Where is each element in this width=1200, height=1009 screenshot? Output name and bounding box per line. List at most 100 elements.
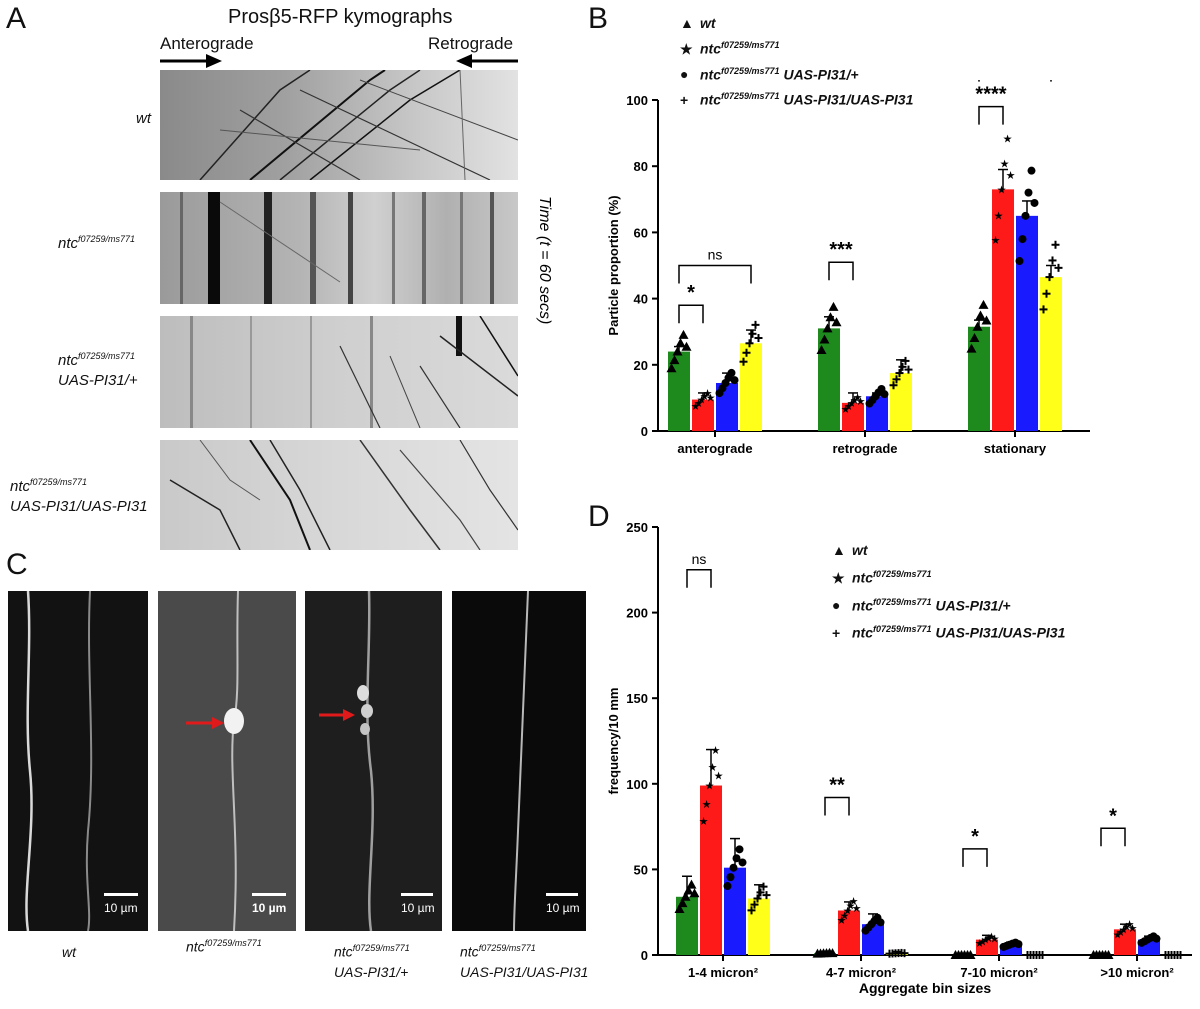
y-tick-label: 20 bbox=[634, 358, 648, 373]
circle-point bbox=[729, 863, 738, 872]
star-point: ★ bbox=[991, 235, 1001, 247]
legend-b: ▲ wt ★ ntcf07259/ms771 ● ntcf07259/ms771 UA… bbox=[680, 12, 913, 111]
circle-point bbox=[727, 368, 736, 377]
y-tick-label: 100 bbox=[626, 93, 648, 108]
star-point: ★ bbox=[708, 762, 718, 774]
significance-label: *** bbox=[829, 239, 853, 261]
legend-b-pi31-single-rest: UAS-PI31/+ bbox=[779, 66, 859, 83]
triangle-point bbox=[827, 948, 838, 958]
star-point: ★ bbox=[841, 404, 851, 416]
chart-particle-proportion: 0 20 40 60 80 100 Particle proportion (%) anter… bbox=[606, 80, 1090, 456]
bar bbox=[1000, 944, 1022, 955]
star-point: ★ bbox=[978, 936, 988, 948]
legend-b-ntc-sup: f07259/ms771 bbox=[721, 40, 780, 50]
x-tick-label: 1-4 micron² bbox=[688, 965, 759, 980]
scale-bar bbox=[104, 893, 138, 896]
x-tick-label: >10 micron² bbox=[1100, 965, 1174, 980]
star-point: ★ bbox=[1003, 134, 1013, 146]
caption-2-base: ntc bbox=[186, 938, 205, 955]
legend-d-pi31-double-base: ntc bbox=[852, 624, 873, 641]
kymograph-label-ntc-sup: f07259/ms771 bbox=[78, 234, 136, 244]
circle-point bbox=[723, 882, 732, 891]
legend-b-wt-label: wt bbox=[700, 15, 716, 31]
micrograph-ntc-pi31-double: 10 µm bbox=[452, 591, 586, 931]
significance-bracket bbox=[962, 848, 988, 867]
legend-b-pi31-double-rest: UAS-PI31/UAS-PI31 bbox=[779, 91, 914, 108]
star-point: ★ bbox=[849, 896, 859, 908]
bar bbox=[700, 785, 722, 955]
triangle-point bbox=[816, 344, 827, 354]
bar bbox=[976, 939, 998, 955]
significance-bracket bbox=[978, 105, 1004, 125]
star-point: ★ bbox=[984, 933, 994, 945]
star-point: ★ bbox=[1113, 930, 1123, 942]
legend-d-ntc: ★ ntcf07259/ms771 bbox=[832, 562, 1065, 590]
legend-d-wt-label: wt bbox=[852, 542, 868, 558]
triangle-point bbox=[972, 321, 983, 331]
star-point: ★ bbox=[705, 781, 715, 793]
circle-point bbox=[880, 390, 889, 399]
legend-d-pi31-single-rest: UAS-PI31/+ bbox=[931, 597, 1011, 614]
significance-label: * bbox=[971, 826, 979, 848]
kymograph-title: Prosβ5-RFP kymographs bbox=[228, 6, 453, 28]
star-point: ★ bbox=[844, 401, 854, 413]
circle-point bbox=[1021, 211, 1030, 220]
kymograph-label-3-line2: UAS-PI31/+ bbox=[58, 372, 138, 389]
significance-label: **** bbox=[975, 84, 1006, 106]
star-icon: ★ bbox=[832, 569, 845, 586]
kymograph-wt bbox=[160, 70, 518, 180]
triangle-icon: ▲ bbox=[680, 15, 694, 31]
kymograph-label-ntc-pi31-single: ntcf07259/ms771 UAS-PI31/+ bbox=[58, 346, 138, 391]
x-axis-label: Aggregate bin sizes bbox=[859, 980, 991, 996]
significance-bracket bbox=[828, 261, 854, 281]
bar bbox=[992, 189, 1014, 431]
panel-letter-c: C bbox=[6, 548, 28, 581]
star-point: ★ bbox=[856, 396, 866, 408]
bar bbox=[842, 402, 864, 431]
time-axis: Time (t = 60 secs) bbox=[536, 196, 553, 324]
triangle-point bbox=[689, 888, 700, 898]
significance-label: * bbox=[1109, 805, 1117, 827]
triangle-point bbox=[825, 312, 836, 322]
bar bbox=[838, 910, 860, 955]
star-point: ★ bbox=[852, 903, 862, 915]
micrograph-caption-ntc-pi31-single: ntcf07259/ms771 UAS-PI31/+ bbox=[334, 938, 410, 982]
bar bbox=[1114, 929, 1136, 955]
micrograph-ntc-pi31-single: 10 µm bbox=[305, 591, 442, 931]
panel-letter-d: D bbox=[588, 500, 610, 533]
kymograph-label-wt-text: wt bbox=[136, 110, 151, 127]
star-point: ★ bbox=[706, 393, 716, 405]
legend-d-pi31-double: + ntcf07259/ms771 UAS-PI31/UAS-PI31 bbox=[832, 617, 1065, 645]
x-tick-label: 7-10 micron² bbox=[960, 965, 1038, 980]
kymograph-ntc-traces bbox=[180, 192, 494, 304]
star-point: ★ bbox=[987, 931, 997, 943]
direction-arrows bbox=[160, 54, 518, 68]
kymograph-ntc-pi31-double bbox=[160, 440, 518, 550]
significance-label: * bbox=[687, 282, 695, 304]
bar bbox=[748, 898, 770, 955]
star-point: ★ bbox=[975, 938, 985, 950]
bar bbox=[1016, 215, 1038, 431]
panel-letter-a: A bbox=[6, 2, 27, 35]
triangle-point bbox=[680, 891, 691, 901]
circle-point bbox=[730, 376, 739, 385]
circle-point bbox=[1027, 166, 1036, 175]
triangle-point bbox=[828, 301, 839, 311]
micrograph-ntc-pi31-single-axons bbox=[319, 591, 374, 931]
triangle-point bbox=[669, 355, 680, 365]
y-tick-label: 100 bbox=[626, 777, 648, 792]
legend-b-wt: ▲ wt bbox=[680, 12, 913, 34]
kymograph-label-3-sup: f07259/ms771 bbox=[78, 351, 136, 361]
significance-label: ** bbox=[829, 774, 845, 796]
significance-bracket bbox=[686, 569, 712, 588]
triangle-point bbox=[978, 299, 989, 309]
circle-point bbox=[732, 854, 741, 863]
triangle-point bbox=[822, 323, 833, 333]
kymograph-label-4-sup: f07259/ms771 bbox=[30, 477, 88, 487]
kymograph-wt-traces bbox=[199, 70, 518, 180]
triangle-point bbox=[966, 343, 977, 353]
triangle-point bbox=[675, 337, 686, 347]
bar bbox=[692, 399, 714, 431]
bar bbox=[818, 328, 840, 431]
triangle-point bbox=[969, 332, 980, 342]
